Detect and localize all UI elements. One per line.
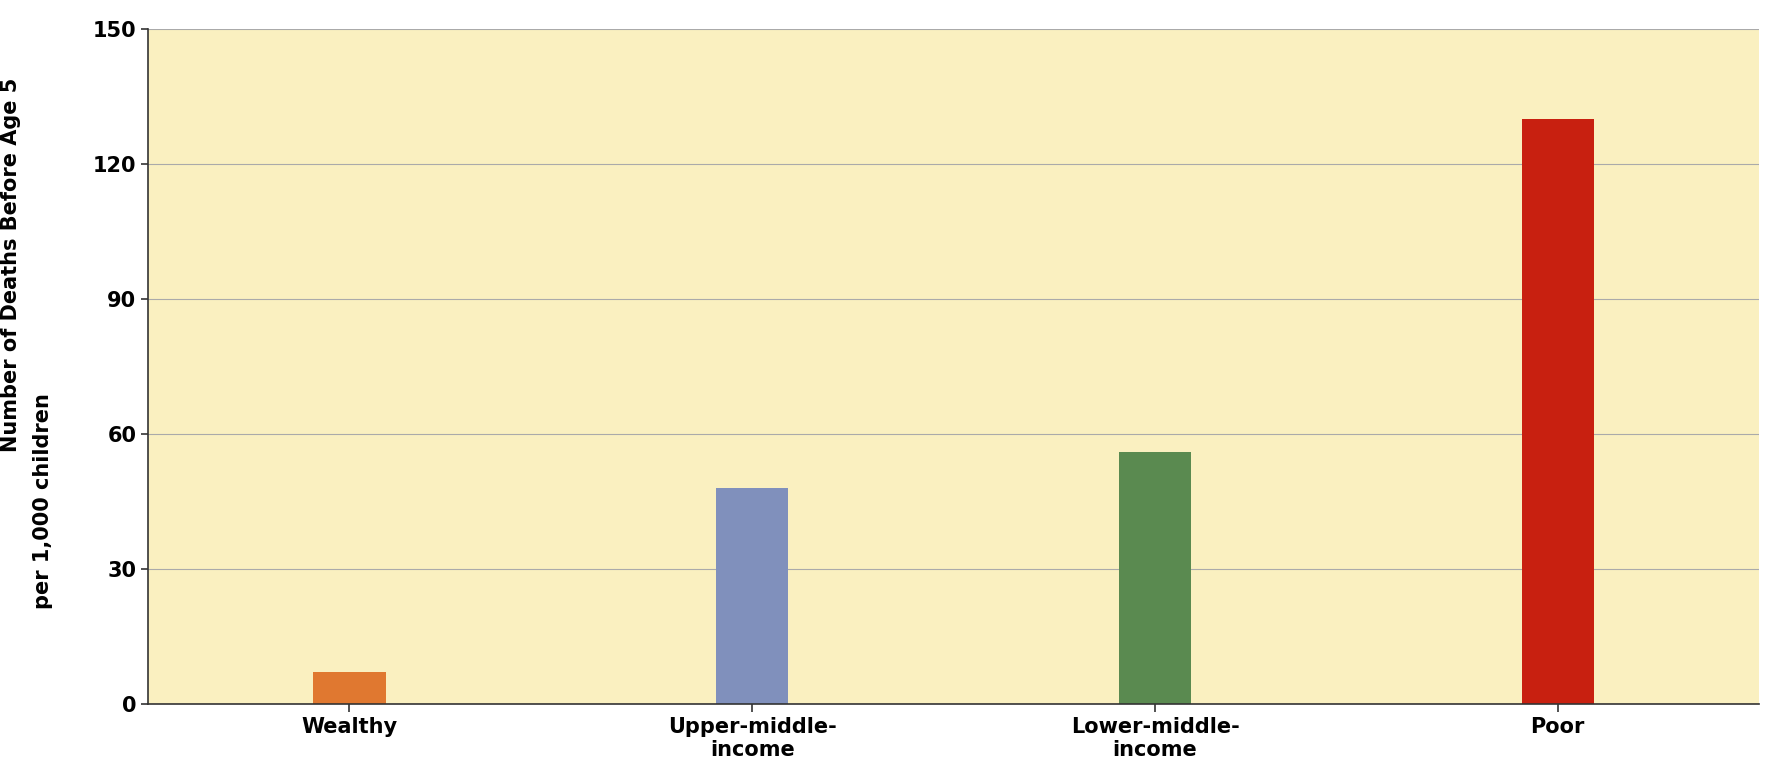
Bar: [1522, 119, 1595, 704]
Bar: [313, 672, 386, 704]
Text: per 1,000 children: per 1,000 children: [34, 394, 53, 609]
Bar: [1120, 451, 1191, 704]
Bar: [716, 488, 789, 704]
Text: Number of Deaths Before Age 5: Number of Deaths Before Age 5: [2, 78, 21, 452]
